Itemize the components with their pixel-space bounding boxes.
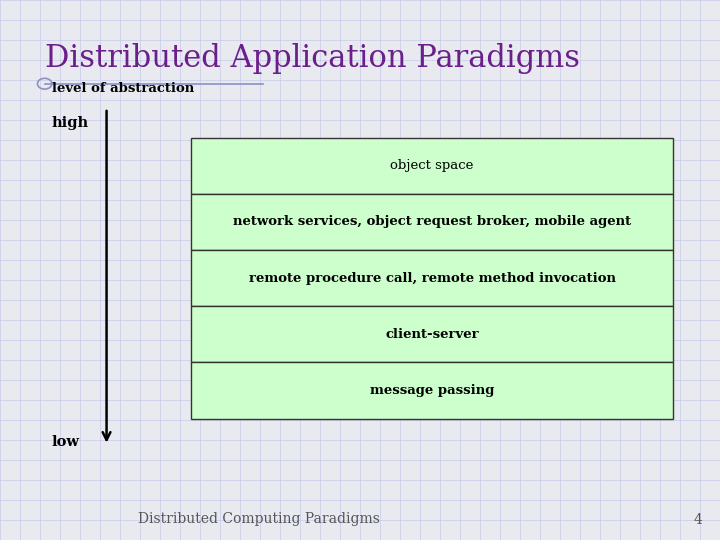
Text: level of abstraction: level of abstraction <box>52 82 194 94</box>
Text: 4: 4 <box>693 512 702 526</box>
Text: high: high <box>52 116 89 130</box>
Text: low: low <box>52 435 80 449</box>
Text: network services, object request broker, mobile agent: network services, object request broker,… <box>233 215 631 228</box>
Text: Distributed Application Paradigms: Distributed Application Paradigms <box>45 43 580 74</box>
Text: object space: object space <box>390 159 474 172</box>
FancyBboxPatch shape <box>191 250 673 306</box>
FancyBboxPatch shape <box>191 194 673 250</box>
Text: remote procedure call, remote method invocation: remote procedure call, remote method inv… <box>248 272 616 285</box>
FancyBboxPatch shape <box>191 306 673 362</box>
FancyBboxPatch shape <box>191 362 673 418</box>
Text: message passing: message passing <box>370 384 494 397</box>
FancyBboxPatch shape <box>191 138 673 194</box>
Text: client-server: client-server <box>385 328 479 341</box>
Text: Distributed Computing Paradigms: Distributed Computing Paradigms <box>138 512 380 526</box>
